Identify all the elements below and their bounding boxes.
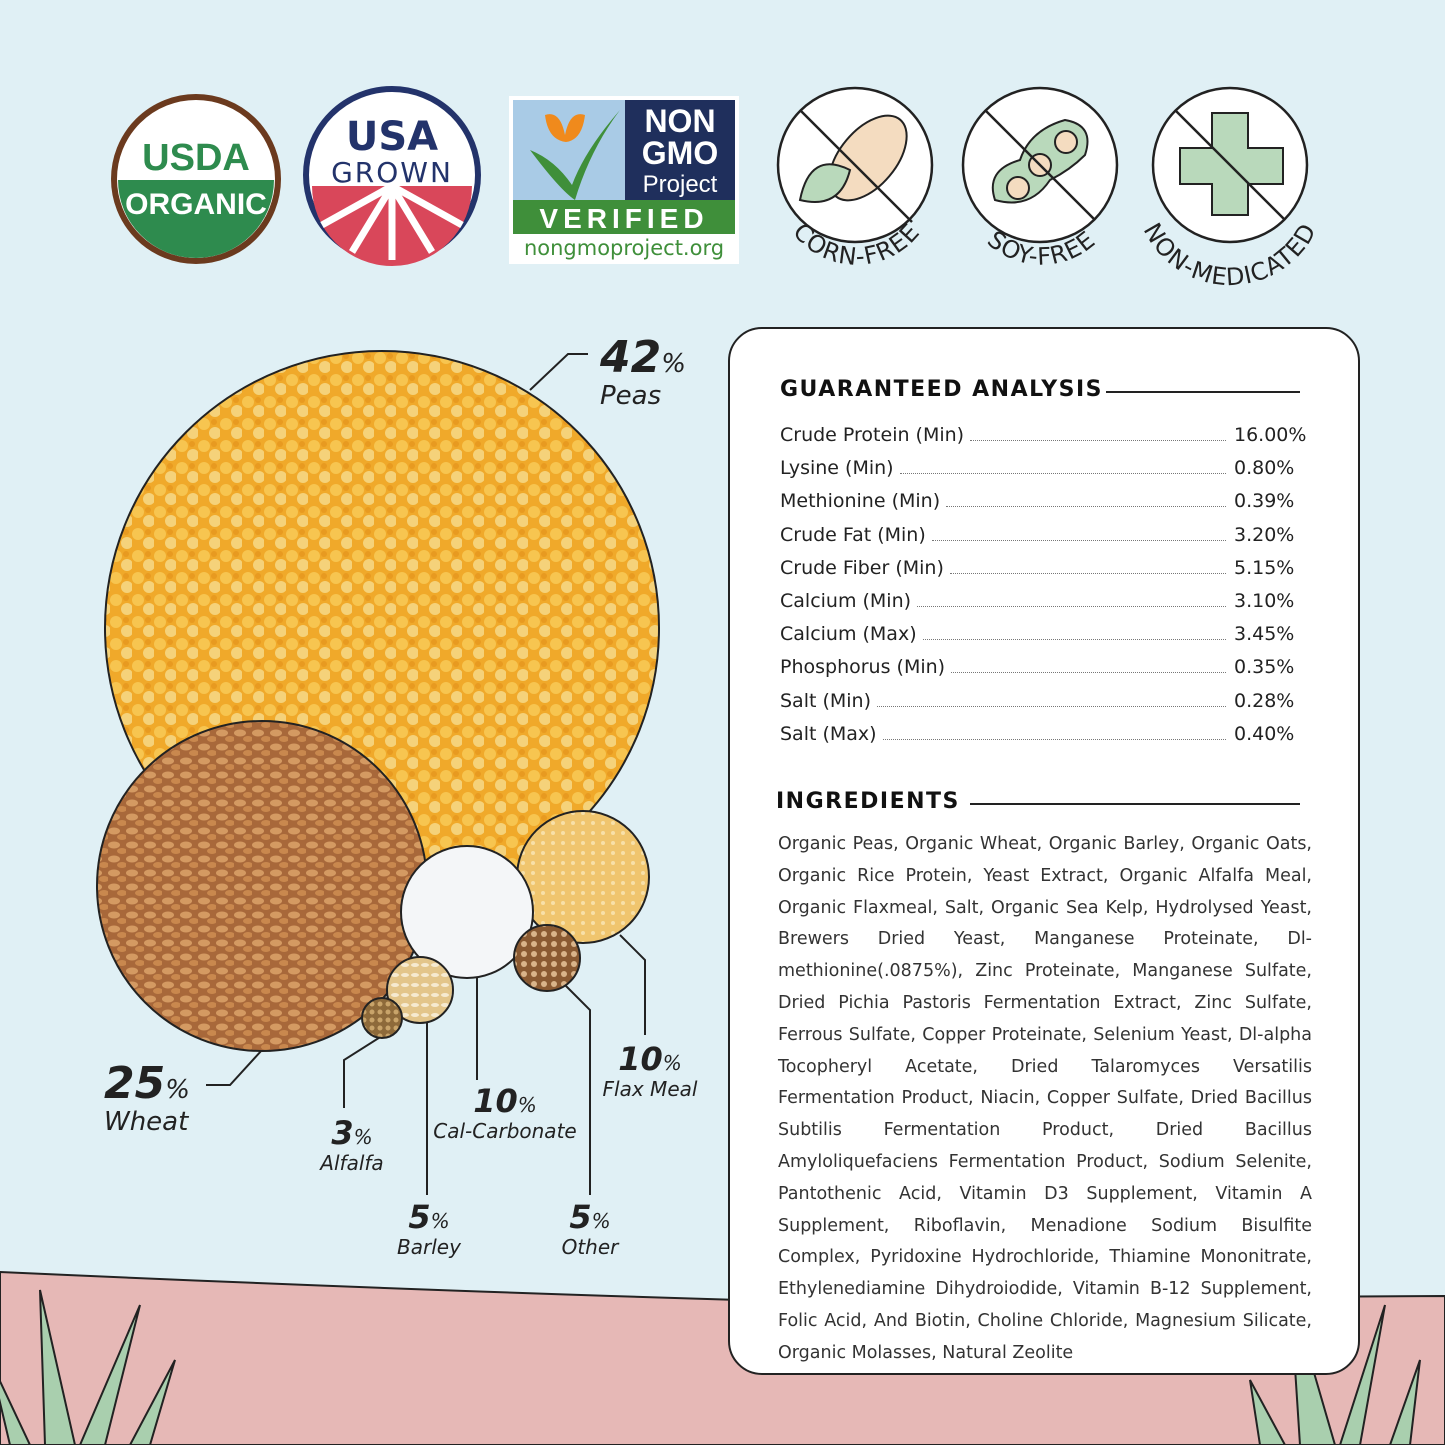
dot-leader	[951, 672, 1226, 674]
svg-text:ORGANIC: ORGANIC	[125, 188, 267, 221]
analysis-value: 0.35%	[1234, 656, 1295, 679]
analysis-label: Phosphorus (Min)	[780, 656, 946, 679]
analysis-row: Salt (Min) 0.28%	[780, 690, 1310, 712]
dot-leader	[970, 440, 1226, 441]
cal-carbonate-circle	[400, 845, 534, 979]
svg-text:USDA: USDA	[142, 137, 250, 179]
wheat-label: 25% Wheat	[104, 1058, 190, 1137]
analysis-row: Lysine (Min) 0.80%	[780, 457, 1310, 479]
dot-leader	[922, 639, 1226, 641]
badges-row: USDA ORGANIC USA GROWN NON GMO Project V…	[111, 86, 1321, 291]
svg-text:GMO: GMO	[642, 135, 718, 171]
flax-meal-label: 10% Flax Meal	[602, 1040, 698, 1101]
analysis-row: Calcium (Min) 3.10%	[780, 590, 1310, 612]
analysis-row: Calcium (Max) 3.45%	[780, 623, 1310, 645]
grass-left	[0, 1289, 176, 1445]
analysis-row: Salt (Max) 0.40%	[780, 723, 1310, 745]
analysis-row: Crude Fiber (Min) 5.15%	[780, 557, 1310, 579]
analysis-value: 3.10%	[1234, 590, 1295, 612]
dot-leader	[931, 539, 1226, 541]
barley-label: 5% Barley	[397, 1198, 461, 1259]
analysis-label: Calcium (Min)	[780, 590, 912, 612]
analysis-value: 3.45%	[1234, 623, 1295, 646]
dot-leader	[882, 738, 1226, 740]
soy-free-icon: SOY-FREE	[961, 86, 1119, 271]
analysis-value: 16.00%	[1234, 424, 1307, 446]
other-label: 5% Other	[561, 1198, 619, 1259]
svg-text:VERIFIED: VERIFIED	[539, 203, 708, 234]
analysis-value: 0.28%	[1234, 689, 1295, 712]
usa-grown-badge: USA GROWN	[303, 86, 481, 266]
barley-circle	[386, 956, 454, 1024]
svg-text:nongmoproject.org: nongmoproject.org	[524, 236, 724, 260]
dot-leader	[946, 506, 1226, 508]
guaranteed-analysis-title: GUARANTEED ANALYSIS	[780, 377, 1103, 402]
cal-carbonate-label: 10% Cal-Carbonate	[433, 1082, 577, 1143]
ingredients-title: INGREDIENTS	[776, 789, 960, 814]
other-circle	[513, 924, 581, 992]
analysis-label: Salt (Max)	[780, 722, 877, 745]
analysis-row: Crude Fat (Min) 3.20%	[780, 524, 1310, 546]
corn-free-icon: CORN-FREE	[776, 86, 934, 271]
analysis-value: 5.15%	[1234, 556, 1295, 579]
svg-text:GROWN: GROWN	[331, 156, 453, 189]
dot-leader	[917, 606, 1226, 607]
divider	[970, 803, 1300, 805]
dot-leader	[949, 572, 1226, 574]
dot-leader	[877, 705, 1226, 707]
analysis-label: Methionine (Min)	[780, 490, 941, 513]
ingredients-text: Organic Peas, Organic Wheat, Organic Bar…	[778, 834, 1312, 1363]
analysis-value: 0.80%	[1234, 457, 1295, 480]
analysis-value: 3.20%	[1234, 523, 1295, 546]
non-medicated-icon: NON-MEDICATED	[1138, 86, 1321, 291]
leader-lines	[206, 353, 646, 1195]
analysis-value: 0.39%	[1234, 490, 1295, 513]
analysis-label: Crude Fat (Min)	[780, 523, 926, 546]
svg-text:Project: Project	[643, 171, 718, 198]
analysis-label: Lysine (Min)	[780, 457, 894, 480]
non-gmo-badge: NON GMO Project VERIFIED nongmoproject.o…	[509, 96, 739, 264]
analysis-row: Phosphorus (Min) 0.35%	[780, 656, 1310, 678]
analysis-label: Crude Fiber (Min)	[780, 556, 944, 579]
composition-diagram	[96, 350, 660, 1195]
analysis-label: Calcium (Max)	[780, 623, 917, 646]
analysis-label: Crude Protein (Min)	[780, 424, 965, 446]
divider	[1106, 391, 1300, 393]
flax-meal-circle	[516, 810, 650, 944]
usda-organic-badge: USDA ORGANIC	[111, 94, 281, 264]
svg-text:USA: USA	[346, 114, 438, 160]
analysis-label: Salt (Min)	[780, 689, 872, 712]
dot-leader	[899, 473, 1226, 475]
nutrition-card: GUARANTEED ANALYSIS Crude Protein (Min) 1…	[728, 327, 1360, 1375]
alfalfa-label: 3% Alfalfa	[320, 1114, 384, 1175]
peas-label: 42% Peas	[600, 332, 686, 411]
analysis-row: Methionine (Min) 0.39%	[780, 490, 1310, 512]
analysis-row: Crude Protein (Min) 16.00%	[780, 424, 1310, 446]
alfalfa-circle	[361, 997, 403, 1039]
svg-text:NON: NON	[644, 103, 715, 139]
analysis-value: 0.40%	[1234, 722, 1295, 745]
